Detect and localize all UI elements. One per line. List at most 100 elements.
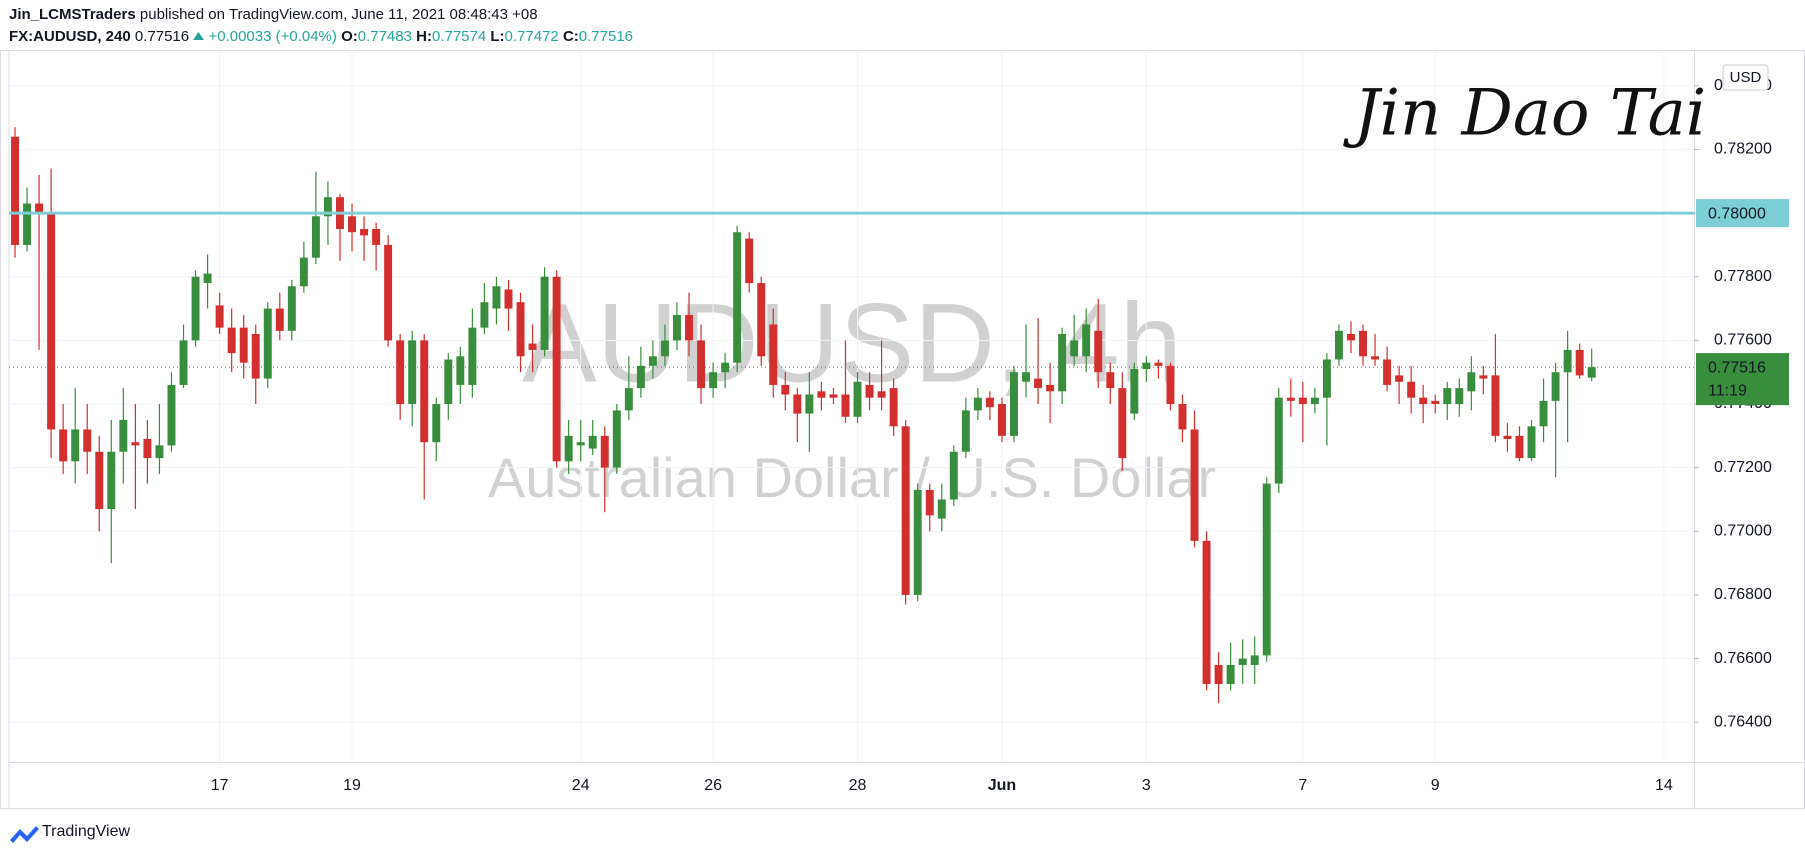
y-tick-label: 0.78200 (1714, 141, 1772, 158)
candle-body (1250, 655, 1259, 665)
candle-body (745, 238, 754, 284)
candle-body (1034, 378, 1043, 389)
candle-body (1527, 426, 1536, 459)
header: Jin_LCMSTraders published on TradingView… (9, 4, 633, 48)
y-tick-label: 0.76600 (1714, 650, 1772, 667)
grid (9, 50, 1694, 762)
header-line-1: Jin_LCMSTraders published on TradingView… (9, 4, 633, 26)
candle-body (709, 372, 718, 389)
candle-body (937, 499, 946, 519)
candle-body (1383, 359, 1392, 385)
candle-body (384, 244, 393, 341)
x-tick-label: 3 (1142, 777, 1151, 794)
candle-body (1262, 483, 1271, 656)
candle-body (1551, 372, 1560, 401)
candle-body (59, 429, 68, 462)
candle-body (1046, 384, 1055, 392)
candle-body (191, 276, 200, 341)
signature: Jin Dao Tai (1343, 77, 1706, 151)
candle-body (769, 324, 778, 385)
candle-body (1082, 324, 1091, 357)
candle-body (1443, 388, 1452, 405)
close-value: 0.77516 (578, 28, 634, 45)
candle-body (360, 229, 369, 236)
candle-body (1479, 375, 1488, 379)
candle-body (1407, 381, 1416, 398)
high-value: 0.77574 (431, 28, 487, 45)
candle-body (1563, 349, 1572, 373)
candle-body (853, 381, 862, 417)
candle-body (1058, 334, 1067, 392)
candle-body (155, 445, 164, 459)
candle-body (889, 388, 898, 427)
low-value: 0.77472 (504, 28, 559, 45)
candle-body (408, 340, 417, 405)
author: Jin_LCMSTraders (9, 6, 136, 23)
candle-body (588, 435, 597, 449)
candle-body (420, 340, 429, 443)
candle-body (528, 343, 537, 350)
candle-body (697, 340, 706, 389)
y-tick-label: 0.77000 (1714, 523, 1772, 540)
candle-body (925, 489, 934, 516)
candle-body (1178, 404, 1187, 430)
candle-body (1214, 664, 1223, 685)
close-label: C: (562, 28, 579, 45)
candle-body (1166, 365, 1175, 405)
candle-body (949, 451, 958, 500)
x-tick-label: 24 (572, 777, 590, 794)
up-arrow (193, 32, 205, 40)
candle-body (781, 384, 790, 395)
candle-body (11, 136, 19, 245)
last-value: 0.77516 (134, 28, 190, 45)
logo-icon (10, 826, 39, 843)
candle-body (913, 489, 922, 595)
open-label: O: (341, 28, 358, 45)
candle-body (323, 197, 332, 217)
candle-body (1130, 369, 1139, 414)
candle-body (961, 410, 970, 452)
tradingview-logo: TradingView (10, 823, 130, 843)
candle-body (576, 442, 585, 446)
candle-body (1467, 372, 1476, 392)
candle-body (492, 286, 501, 309)
candle-body (817, 391, 826, 398)
candle-body (263, 308, 272, 379)
currency-box (1722, 64, 1769, 91)
candle-body (901, 426, 910, 595)
candle-body (23, 203, 32, 245)
candle-body (552, 276, 561, 462)
candle-body (612, 410, 621, 468)
candle-body (985, 397, 994, 408)
candle-body (1322, 359, 1331, 398)
last-price-label: 0.77516 (1708, 359, 1766, 376)
x-tick-label: 19 (343, 777, 361, 794)
candle-body (1226, 664, 1235, 685)
candle-body (1503, 435, 1512, 440)
candle-body (1455, 388, 1464, 405)
candle-body (35, 203, 44, 214)
candle-body (1010, 372, 1018, 436)
x-tick-label: Jun (988, 777, 1016, 794)
candle-body (1431, 400, 1440, 405)
y-tick-label: 0.76400 (1714, 713, 1772, 730)
candle-body (143, 439, 152, 459)
candle-body (540, 276, 549, 350)
candle-body (287, 286, 296, 331)
candle-body (480, 302, 489, 328)
candle-body (504, 289, 513, 309)
footer-brand: TradingView (42, 823, 130, 840)
candle-body (107, 451, 116, 510)
candle-body (1371, 356, 1380, 360)
candle-body (624, 388, 633, 411)
candle-body (997, 404, 1006, 436)
x-tick-label: 28 (849, 777, 867, 794)
candle-body (444, 359, 453, 405)
candle-body (757, 283, 766, 357)
candle-body (95, 451, 104, 510)
change: +0.00033 (+0.04%) (208, 28, 337, 45)
candle-body (516, 302, 525, 357)
watermark-subtitle: Australian Dollar / U.S. Dollar (488, 446, 1216, 509)
